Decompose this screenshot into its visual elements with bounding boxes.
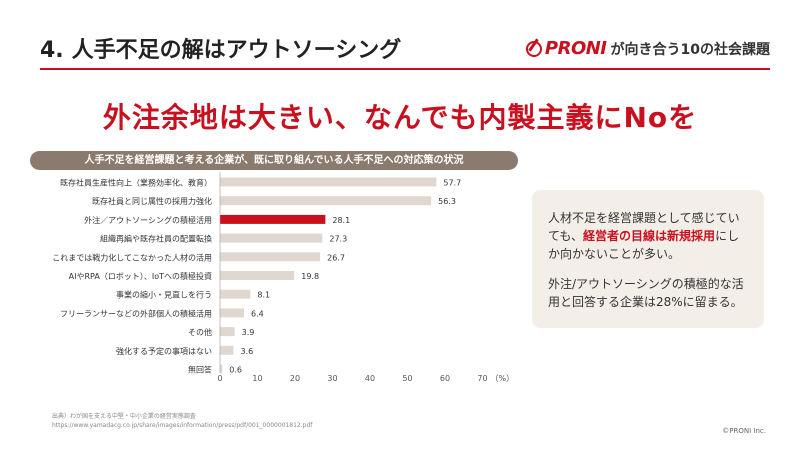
value-label: 19.8 (301, 272, 319, 281)
x-tick-label: 40 (365, 374, 375, 383)
bar (220, 252, 321, 262)
category-label: 無回答 (188, 365, 212, 375)
bar (220, 214, 326, 224)
x-unit-label: （%） (491, 374, 515, 383)
brand-tagline: が向き合う10の社会課題 (610, 41, 770, 58)
x-tick-label: 60 (440, 374, 450, 383)
value-label: 27.3 (329, 235, 347, 244)
page-title: 4. 人手不足の解はアウトソーシング (40, 32, 401, 64)
value-label: 28.1 (332, 216, 350, 225)
category-label: 外注／アウトソーシングの積極活用 (84, 215, 212, 225)
category-label: 組織再編や既存社員の配置転換 (100, 234, 212, 244)
category-label: 既存社員と同じ属性の採用力強化 (92, 196, 212, 206)
x-tick-label: 0 (217, 374, 222, 383)
note-box: 人材不足を経営課題として感じていても、経営者の目線は新規採用にしか向かないことが… (532, 190, 764, 328)
proni-logo-icon (525, 40, 542, 57)
category-label: これまでは戦力化してこなかった人材の活用 (52, 252, 212, 262)
category-label: 事業の縮小・見直しを行う (116, 290, 212, 300)
x-tick-label: 30 (327, 374, 337, 383)
note-paragraph-2: 外注/アウトソーシングの積極的な活用と回答する企業は28%に留まる。 (548, 277, 744, 309)
category-label: フリーランサーなどの外部個人の積極活用 (60, 308, 212, 318)
category-label: その他 (188, 327, 212, 337)
value-label: 26.7 (327, 253, 345, 262)
headline: 外注余地は大きい、なんでも内製主義にNoを (102, 101, 698, 134)
category-label: 強化する予定の事項はない (116, 346, 212, 356)
note-paragraph-1: 人材不足を経営課題として感じていても、経営者の目線は新規採用にしか向かないことが… (548, 211, 740, 261)
x-tick-label: 10 (252, 374, 262, 383)
note-highlight: 経営者の目線は新規採用 (583, 229, 716, 243)
source-url: https://www.yamadacg.co.jp/share/images/… (52, 422, 313, 429)
value-label: 3.6 (241, 347, 254, 356)
brand-logo: PRONI (544, 38, 607, 59)
header-divider (40, 68, 770, 70)
bar (220, 308, 244, 318)
value-label: 56.3 (438, 197, 456, 206)
category-label: AIやRPA（ロボット）、IoTへの積極投資 (69, 271, 212, 281)
chart-title: 人手不足を経営課題と考える企業が、既に取り組んでいる人手不足への対応策の状況 (30, 151, 518, 170)
value-label: 6.4 (251, 309, 264, 318)
x-tick-label: 20 (290, 374, 300, 383)
bar (220, 327, 235, 337)
x-tick-label: 70 (477, 374, 487, 383)
bar (220, 271, 295, 280)
source-note: 出典）わが国を支える中堅・中小企業の経営実態調査 https://www.yam… (52, 412, 312, 430)
section-number: 4. (40, 38, 64, 63)
bar (220, 177, 437, 187)
value-label: 3.9 (242, 328, 255, 337)
copyright: ©PRONI Inc. (722, 427, 766, 435)
source-title: 出典）わが国を支える中堅・中小企業の経営実態調査 (52, 413, 196, 420)
bar (220, 196, 432, 206)
x-tick-label: 50 (402, 374, 412, 383)
bar (220, 289, 251, 299)
bar (220, 233, 323, 243)
value-label: 57.7 (443, 179, 461, 188)
bar (220, 364, 223, 374)
section-title: 人手不足の解はアウトソーシング (71, 38, 402, 63)
value-label: 0.6 (229, 366, 242, 375)
brand: PRONI が向き合う10の社会課題 (525, 38, 770, 59)
bar-chart: 既存社員生産性向上（業務効率化、教育） 57.7 既存社員と同じ属性の採用力強化 56… (52, 172, 515, 383)
category-label: 既存社員生産性向上（業務効率化、教育） (60, 178, 212, 188)
bar (220, 345, 234, 355)
value-label: 8.1 (257, 291, 270, 300)
